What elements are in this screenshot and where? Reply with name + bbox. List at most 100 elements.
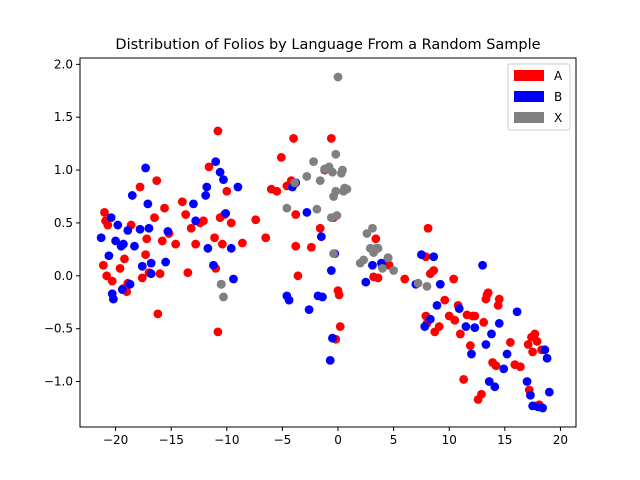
x-tick-label: −5 <box>274 433 292 447</box>
data-point <box>118 239 128 249</box>
data-point <box>104 251 114 261</box>
data-point <box>210 233 219 243</box>
data-point <box>449 274 459 284</box>
data-point <box>328 333 337 343</box>
data-point <box>226 218 236 228</box>
data-point <box>215 167 225 177</box>
data-point <box>142 234 152 244</box>
data-point <box>199 216 208 226</box>
data-point <box>291 241 301 251</box>
data-point <box>413 278 423 288</box>
data-point <box>362 229 372 238</box>
y-tick-label: −1.0 <box>44 375 73 389</box>
data-point <box>306 242 316 252</box>
data-point <box>203 243 213 253</box>
data-point <box>171 239 181 249</box>
data-point <box>302 172 312 181</box>
x-tick-label: 10 <box>442 433 457 447</box>
data-point <box>532 336 542 346</box>
data-point <box>434 322 444 331</box>
data-point <box>423 223 433 233</box>
data-point <box>177 197 187 207</box>
data-point <box>331 186 341 196</box>
data-point <box>477 389 486 399</box>
data-point <box>455 329 465 339</box>
data-point <box>137 261 147 271</box>
data-point <box>146 269 156 279</box>
data-point <box>219 175 228 184</box>
data-point <box>342 184 352 194</box>
data-point <box>155 269 165 279</box>
data-point <box>425 314 435 324</box>
data-point <box>272 186 282 196</box>
data-point <box>312 204 322 214</box>
data-point <box>316 232 326 242</box>
data-point <box>141 163 151 173</box>
data-point <box>544 387 554 397</box>
data-point <box>417 250 426 260</box>
legend-swatch <box>514 91 544 102</box>
x-tick-label: 15 <box>497 433 512 447</box>
data-point <box>359 255 368 265</box>
data-point <box>160 203 169 213</box>
data-point <box>332 211 342 220</box>
data-point <box>204 162 214 172</box>
data-point <box>284 295 294 305</box>
data-point <box>304 305 314 315</box>
points-layer <box>96 72 554 413</box>
data-point <box>368 223 377 233</box>
data-point <box>163 226 173 236</box>
data-point <box>100 207 109 217</box>
data-point <box>435 279 445 289</box>
data-point <box>123 225 133 235</box>
data-point <box>103 220 113 230</box>
data-point <box>470 323 480 333</box>
data-point <box>189 199 198 209</box>
y-tick-label: 0.5 <box>54 216 73 230</box>
legend-label: X <box>554 111 562 125</box>
data-point <box>161 257 171 267</box>
data-point <box>361 277 371 287</box>
y-tick-label: 0.0 <box>54 269 73 283</box>
data-point <box>117 285 127 294</box>
data-point <box>226 243 236 253</box>
data-point <box>318 292 327 302</box>
data-point <box>505 338 515 347</box>
data-point <box>368 260 377 270</box>
legend-label: B <box>554 90 562 104</box>
data-point <box>315 223 325 233</box>
data-point <box>222 186 232 196</box>
data-point <box>276 152 286 162</box>
data-point <box>120 254 129 264</box>
data-point <box>542 353 552 363</box>
data-point <box>213 327 223 337</box>
data-point <box>130 241 139 251</box>
data-point <box>459 375 469 384</box>
data-point <box>229 274 238 284</box>
data-point <box>502 349 512 359</box>
data-point <box>181 210 191 219</box>
data-point <box>429 252 439 262</box>
data-point <box>213 126 223 136</box>
legend: ABX <box>507 63 571 131</box>
data-point <box>233 182 243 192</box>
legend-label: A <box>554 69 563 83</box>
legend-swatch <box>514 70 544 81</box>
data-point <box>528 347 538 357</box>
x-tick-label: 0 <box>334 433 342 447</box>
data-point <box>326 133 336 143</box>
data-point <box>383 253 393 263</box>
data-point <box>137 273 147 283</box>
data-point <box>429 266 439 275</box>
x-tick-label: −10 <box>214 433 239 447</box>
data-point <box>540 345 550 355</box>
data-point <box>107 289 117 299</box>
axis-ticks: −20 −15 −10 −5 0 5 10 15 20 −1.0 −0.5 0.0 0.5 1.0 1.5 2… <box>44 57 568 447</box>
data-point <box>465 341 475 350</box>
data-point <box>325 355 335 365</box>
data-point <box>450 315 460 325</box>
data-point <box>526 390 535 400</box>
data-point <box>484 377 494 386</box>
data-point <box>202 182 212 192</box>
